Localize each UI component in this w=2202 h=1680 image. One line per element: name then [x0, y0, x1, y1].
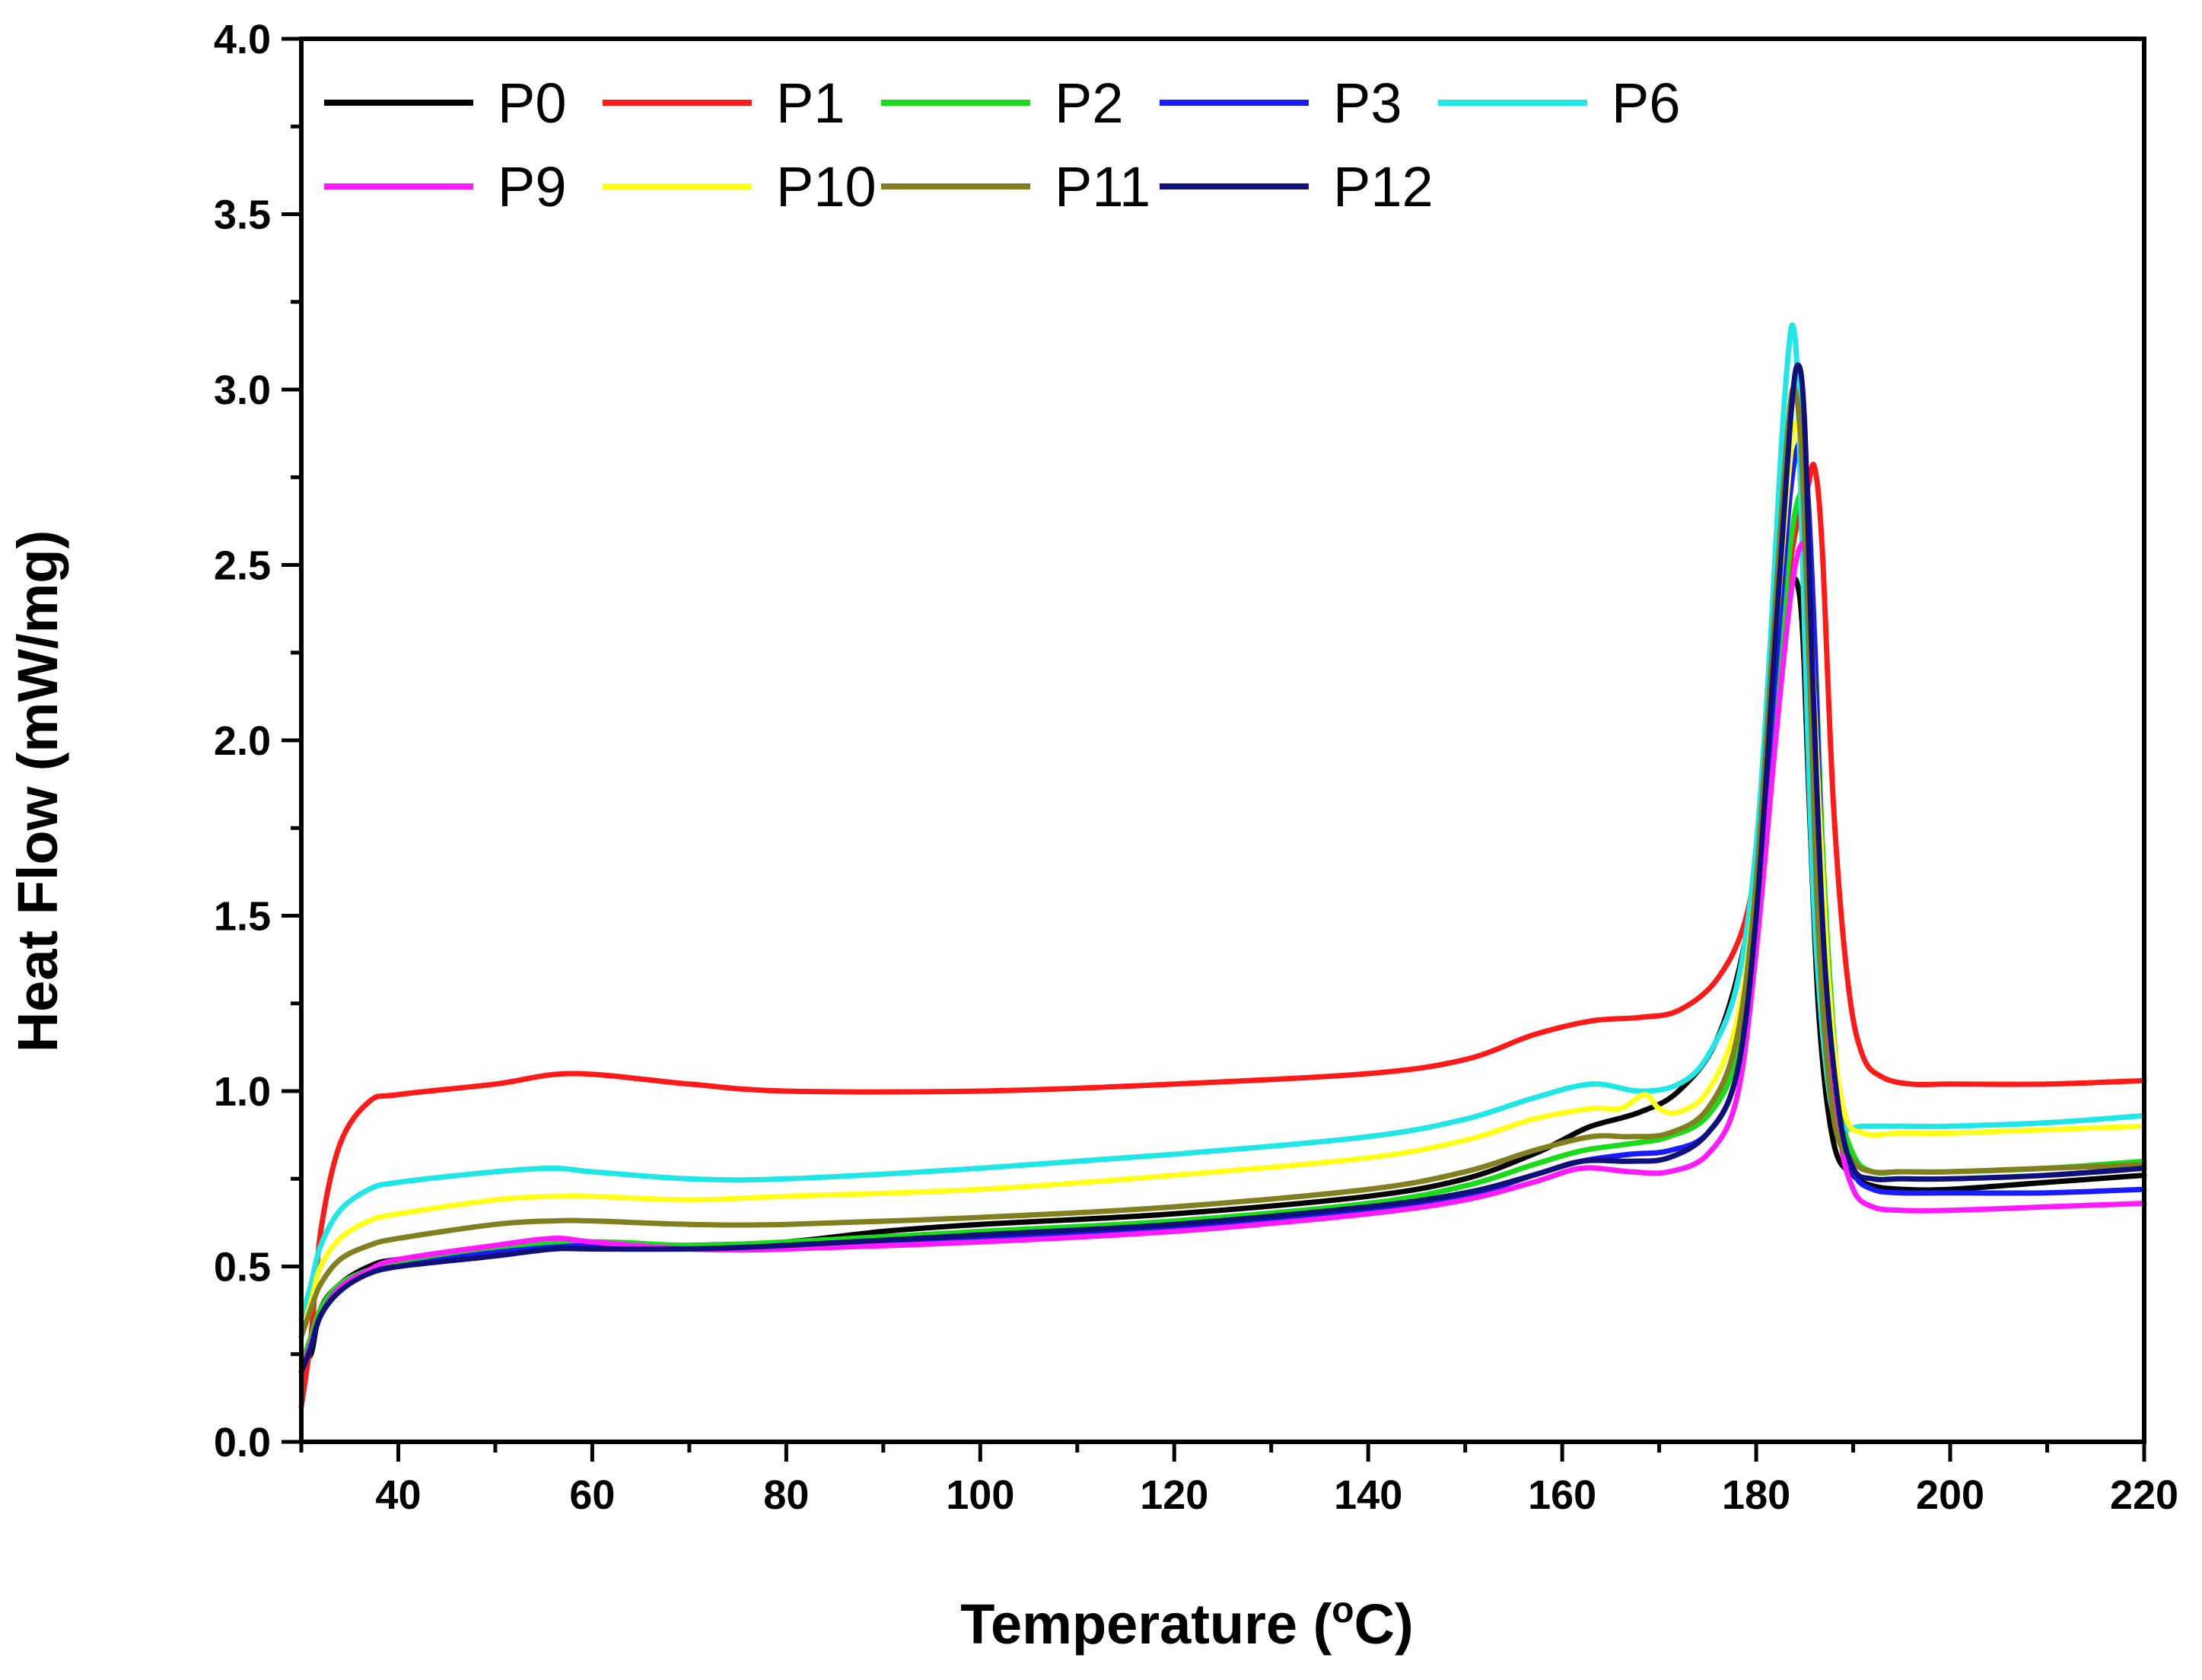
x-axis-label: Temperature (oC): [960, 1590, 1413, 1656]
series-line-p12: [298, 362, 2147, 1375]
x-tick-label: 120: [1140, 1472, 1208, 1518]
legend-label-p11: P11: [1055, 155, 1150, 218]
y-tick-label: 2.0: [214, 718, 271, 764]
legend-label-p10: P10: [776, 155, 877, 218]
legend-label-p2: P2: [1055, 72, 1124, 135]
x-tick-label: 40: [375, 1472, 421, 1518]
axis-ticks: 40 60 80 100 120 140 160 180 200 220 0.0 0.5 1.0 1.5 2…: [214, 17, 2178, 1518]
x-tick-label: 160: [1528, 1472, 1596, 1518]
series-line-p10: [298, 420, 2147, 1340]
x-axis-label-superscript: o: [1332, 1590, 1354, 1631]
x-tick-label: 220: [2110, 1472, 2178, 1518]
legend-label-p0: P0: [498, 72, 567, 135]
series-line-p3: [298, 438, 2147, 1375]
x-tick-label: 180: [1722, 1472, 1790, 1518]
series-line-p1: [298, 461, 2147, 1410]
y-axis-label: Heat Flow (mW/mg): [6, 530, 69, 1053]
y-tick-label: 3.0: [214, 368, 271, 413]
series-layer: [298, 322, 2147, 1410]
x-tick-label: 60: [569, 1472, 615, 1518]
plot-frame: [299, 37, 2146, 1444]
y-tick-label: 1.0: [214, 1069, 271, 1115]
legend-label-p9: P9: [498, 155, 567, 218]
y-tick-label: 3.5: [214, 192, 271, 238]
x-tick-label: 100: [946, 1472, 1014, 1518]
x-tick-label: 200: [1916, 1472, 1984, 1518]
series-line-p11: [298, 384, 2147, 1340]
series-line-p2: [298, 488, 2147, 1368]
x-tick-label: 140: [1334, 1472, 1402, 1518]
legend: P0 P1 P2 P3 P6 P9 P10 P11 P12: [324, 72, 1681, 218]
y-tick-label: 0.5: [214, 1245, 271, 1290]
legend-label-p1: P1: [776, 72, 845, 135]
y-tick-label: 4.0: [214, 17, 271, 62]
legend-label-p12: P12: [1333, 155, 1434, 218]
x-tick-label: 80: [763, 1472, 809, 1518]
y-tick-label: 2.5: [214, 543, 271, 589]
y-axis-title: Heat Flow (mW/mg): [6, 530, 69, 1053]
legend-label-p3: P3: [1333, 72, 1402, 135]
y-tick-label: 0.0: [214, 1420, 271, 1465]
legend-label-p6: P6: [1612, 72, 1681, 135]
y-tick-label: 1.5: [214, 894, 271, 940]
